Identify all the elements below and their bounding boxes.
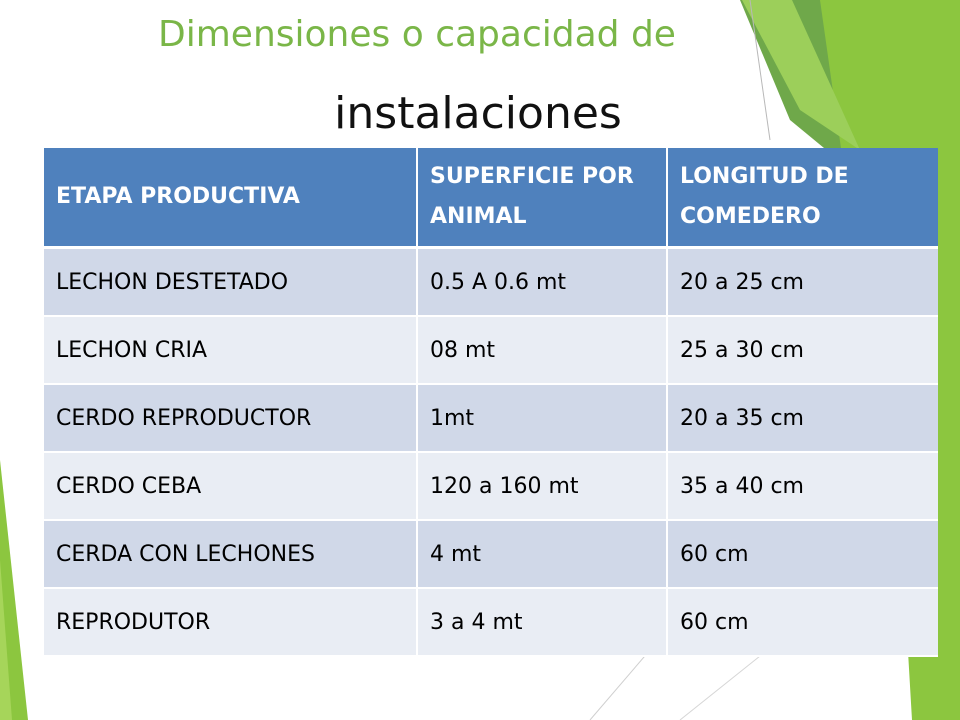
cell-superficie: 1mt bbox=[417, 384, 668, 453]
cell-superficie: 0.5 A 0.6 mt bbox=[417, 247, 668, 317]
table-header-row: ETAPA PRODUCTIVA SUPERFICIE POR ANIMAL L… bbox=[44, 148, 938, 249]
cell-superficie: 4 mt bbox=[417, 520, 668, 589]
slide-title-line-2: instalaciones bbox=[334, 88, 622, 139]
dimensions-table: ETAPA PRODUCTIVA SUPERFICIE POR ANIMAL L… bbox=[44, 148, 938, 657]
table-row: REPRODUTOR 3 a 4 mt 60 cm bbox=[44, 588, 938, 657]
cell-longitud: 20 a 35 cm bbox=[667, 384, 938, 453]
cell-etapa: REPRODUTOR bbox=[44, 588, 418, 657]
cell-longitud: 35 a 40 cm bbox=[667, 452, 938, 521]
slide-title-line-1: Dimensiones o capacidad de bbox=[158, 14, 676, 55]
header-etapa-productiva: ETAPA PRODUCTIVA bbox=[44, 148, 418, 249]
cell-superficie: 3 a 4 mt bbox=[417, 588, 668, 657]
right-thin-line bbox=[749, 0, 771, 141]
cell-etapa: CERDO REPRODUCTOR bbox=[44, 384, 418, 453]
table-row: CERDA CON LECHONES 4 mt 60 cm bbox=[44, 520, 938, 589]
left-green-wedge-light bbox=[0, 560, 12, 720]
header-longitud-de-comedero: LONGITUD DE COMEDERO bbox=[667, 148, 938, 249]
cell-longitud: 60 cm bbox=[667, 520, 938, 589]
cell-etapa: CERDA CON LECHONES bbox=[44, 520, 418, 589]
table-row: CERDO REPRODUCTOR 1mt 20 a 35 cm bbox=[44, 384, 938, 453]
cell-longitud: 60 cm bbox=[667, 588, 938, 657]
cell-longitud: 20 a 25 cm bbox=[667, 247, 938, 317]
bottom-thin-line-1 bbox=[589, 649, 651, 720]
cell-etapa: LECHON DESTETADO bbox=[44, 247, 418, 317]
cell-etapa: LECHON CRIA bbox=[44, 316, 418, 385]
right-green-wedge-accent bbox=[742, 0, 860, 150]
cell-superficie: 08 mt bbox=[417, 316, 668, 385]
table-row: LECHON CRIA 08 mt 25 a 30 cm bbox=[44, 316, 938, 385]
header-superficie-por-animal: SUPERFICIE POR ANIMAL bbox=[417, 148, 668, 249]
cell-longitud: 25 a 30 cm bbox=[667, 316, 938, 385]
table-row: CERDO CEBA 120 a 160 mt 35 a 40 cm bbox=[44, 452, 938, 521]
cell-superficie: 120 a 160 mt bbox=[417, 452, 668, 521]
table-row: LECHON DESTETADO 0.5 A 0.6 mt 20 a 25 cm bbox=[44, 247, 938, 317]
cell-etapa: CERDO CEBA bbox=[44, 452, 418, 521]
